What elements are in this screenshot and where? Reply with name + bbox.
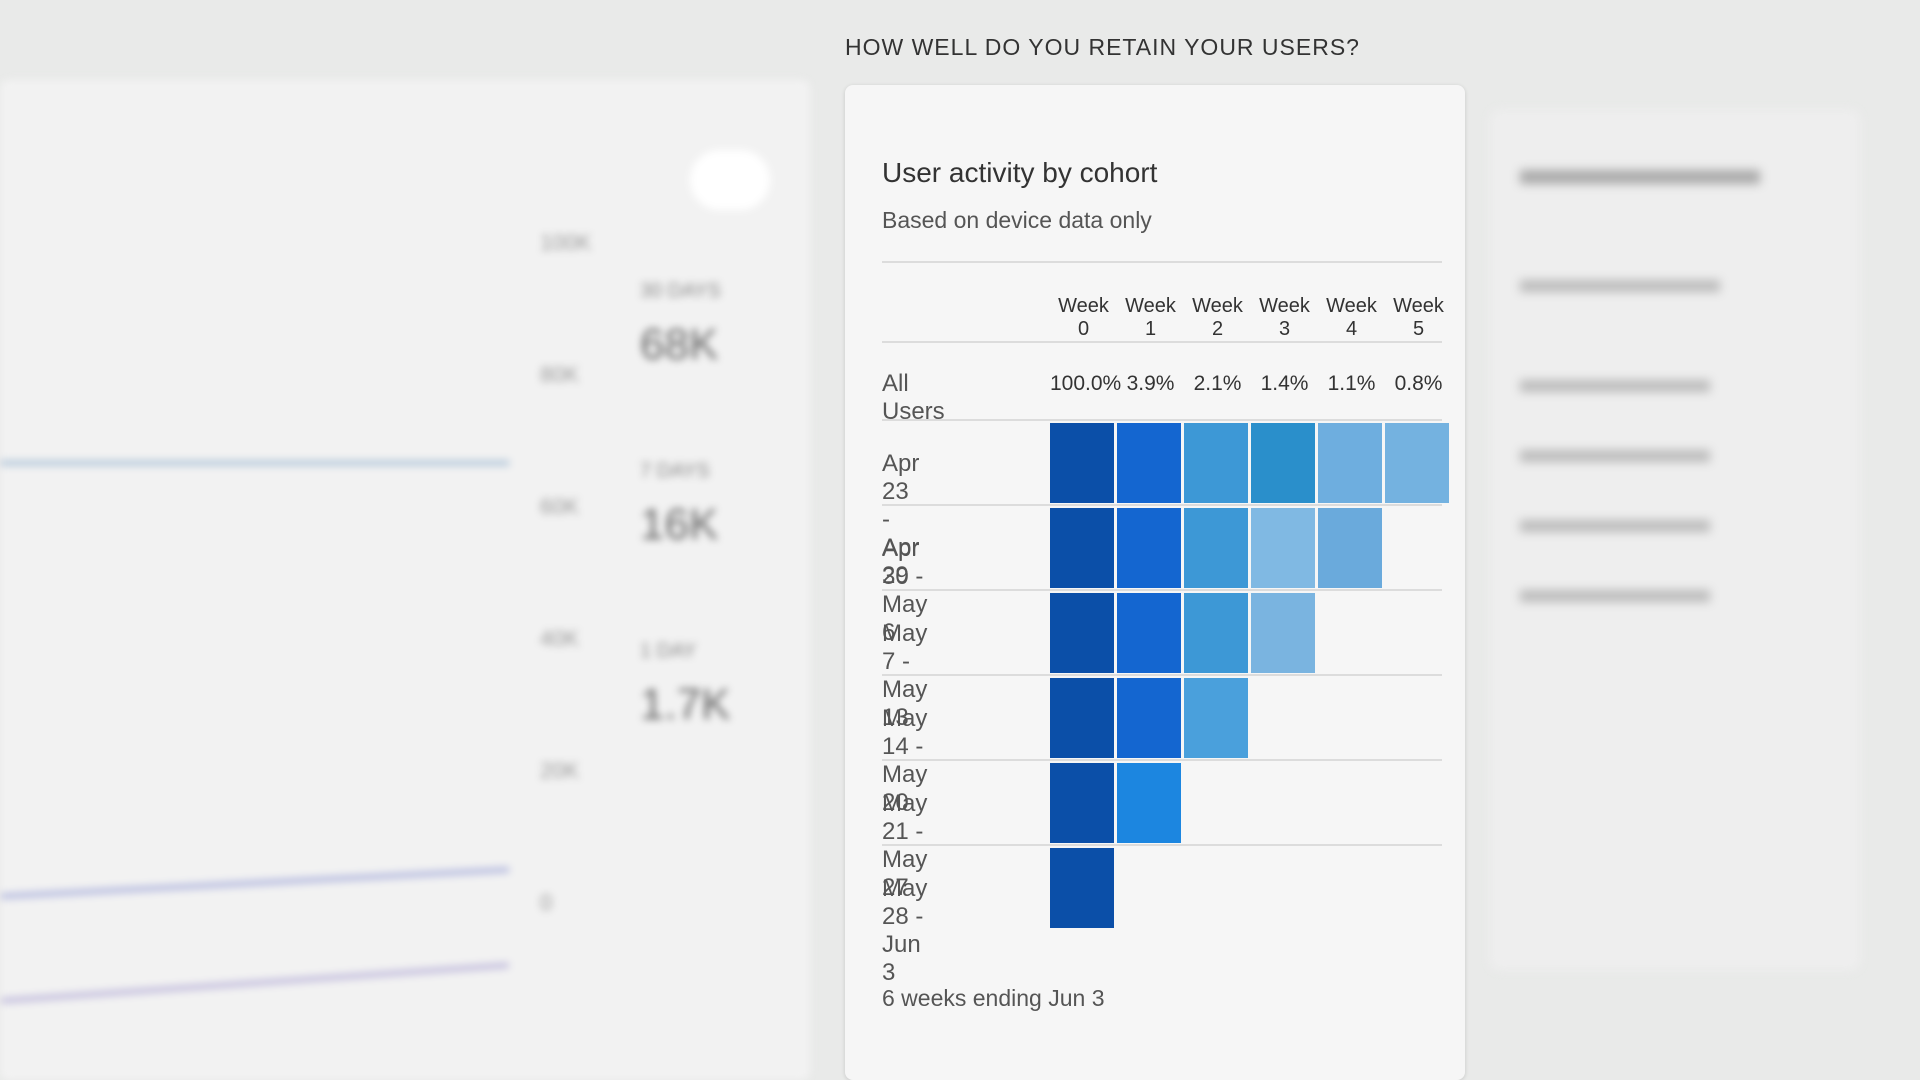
heatmap-cell <box>1184 678 1248 758</box>
card-title: User activity by cohort <box>882 157 1158 188</box>
heatmap-cell <box>1117 593 1181 673</box>
alert-button[interactable] <box>690 150 770 210</box>
heatmap-cell <box>1318 508 1382 588</box>
heatmap-cell <box>1117 678 1181 758</box>
heatmap-cell <box>1050 763 1114 843</box>
stat-label: 30 DAYS <box>640 280 721 302</box>
axis-label: 20K <box>540 758 580 783</box>
retention-value: 0.8% <box>1394 372 1443 395</box>
heatmap-cell <box>1251 423 1315 503</box>
heatmap-cell <box>1050 423 1114 503</box>
retention-value: 2.1% <box>1193 372 1242 395</box>
heatmap-cell <box>1184 508 1248 588</box>
row-label: All Users <box>882 370 945 425</box>
column-header: Week 2 <box>1192 295 1243 340</box>
heatmap-cell <box>1050 848 1114 928</box>
placeholder <box>1520 520 1710 532</box>
side-panel <box>1490 110 1860 970</box>
axis-label: 40K <box>540 626 580 651</box>
retention-value: 100.0% <box>1050 372 1122 395</box>
axis-label: 100K <box>540 230 592 255</box>
column-header: Week 3 <box>1259 295 1310 340</box>
stat-label: 1 DAY <box>640 640 697 662</box>
divider <box>882 419 1442 421</box>
row-label: May 14 - May 20 <box>882 705 928 816</box>
divider <box>882 844 1442 846</box>
overview-panel: 100K 80K 60K 40K 20K 0 30 DAYS 68K 7 DAYS 16K 1 DA… <box>0 80 810 1080</box>
footer: 6 weeks ending Jun 3 <box>882 985 1105 1011</box>
placeholder <box>1520 170 1760 184</box>
retention-value: 3.9% <box>1126 372 1175 395</box>
column-header: Week 4 <box>1326 295 1377 340</box>
placeholder <box>1520 450 1710 462</box>
stat-value: 68K <box>640 320 719 369</box>
divider <box>882 261 1442 263</box>
divider <box>882 759 1442 761</box>
divider <box>882 674 1442 676</box>
column-header: Week 5 <box>1393 295 1444 340</box>
heatmap-cell <box>1385 423 1449 503</box>
divider <box>882 504 1442 506</box>
card-subtitle: Based on device data only <box>882 207 1152 233</box>
stat-label: 7 DAYS <box>640 460 710 482</box>
heatmap-cell <box>1184 593 1248 673</box>
row-label: May 28 - Jun 3 <box>882 875 928 986</box>
axis-label: 0 <box>540 890 553 915</box>
placeholder <box>1520 590 1710 602</box>
heatmap-cell <box>1050 678 1114 758</box>
stat-value: 1.7K <box>640 680 731 729</box>
column-header: Week 1 <box>1125 295 1176 340</box>
retention-value: 1.1% <box>1327 372 1376 395</box>
heatmap-cell <box>1050 593 1114 673</box>
heatmap-cell <box>1117 423 1181 503</box>
cohort-card: User activity by cohort Based on device … <box>845 85 1465 1080</box>
heatmap-cell <box>1050 508 1114 588</box>
heatmap-cell <box>1251 593 1315 673</box>
heatmap-cell <box>1251 508 1315 588</box>
placeholder <box>1520 280 1720 292</box>
heatmap-cell <box>1117 763 1181 843</box>
section-question: HOW WELL DO YOU RETAIN YOUR USERS? <box>845 34 1360 60</box>
heatmap-cell <box>1117 508 1181 588</box>
line <box>0 962 510 1004</box>
placeholder <box>1520 380 1710 392</box>
column-header: Week 0 <box>1058 295 1109 340</box>
axis-label: 60K <box>540 494 580 519</box>
heatmap-cell <box>1184 423 1248 503</box>
axis-label: 80K <box>540 362 580 387</box>
row-label: Apr 30 - May 6 <box>882 535 928 646</box>
stat-value: 16K <box>640 500 719 549</box>
row-label: May 7 - May 13 <box>882 620 928 731</box>
row-label: Apr 23 - Apr 29 <box>882 450 920 589</box>
retention-value: 1.4% <box>1260 372 1309 395</box>
row-label: May 21 - May 27 <box>882 790 928 901</box>
divider <box>882 589 1442 591</box>
divider <box>882 341 1442 343</box>
heatmap-cell <box>1318 423 1382 503</box>
line <box>0 460 510 466</box>
line <box>0 866 510 900</box>
